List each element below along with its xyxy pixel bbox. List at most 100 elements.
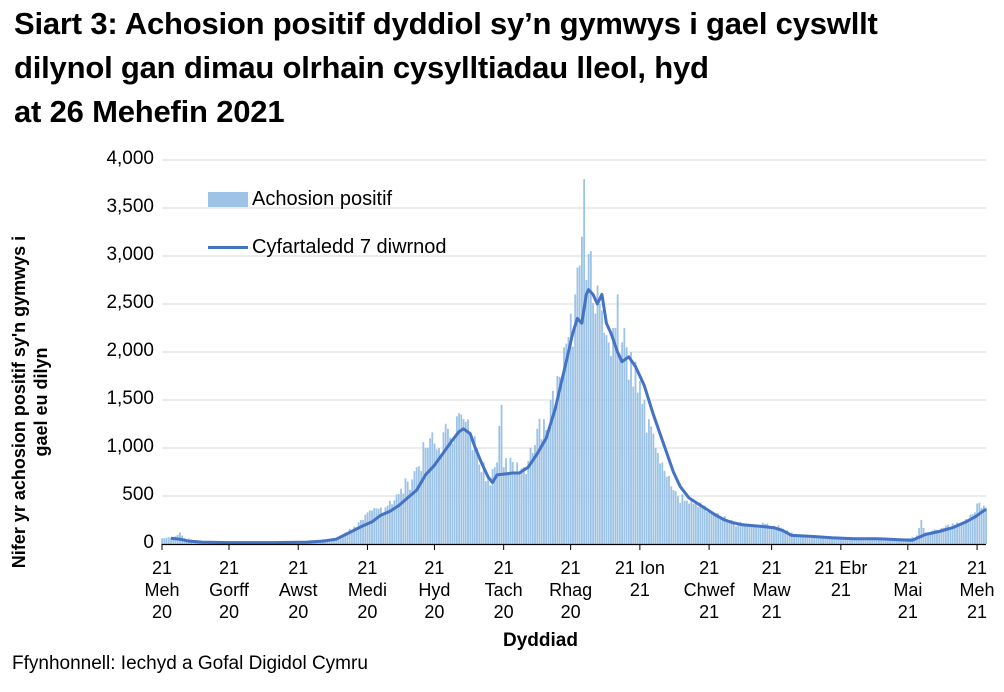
daily-bar (976, 503, 979, 544)
daily-bar (594, 313, 597, 544)
daily-bar (672, 489, 675, 544)
daily-bar (732, 523, 735, 544)
daily-bar (344, 532, 347, 544)
daily-bar (627, 379, 630, 544)
daily-bar (978, 502, 981, 544)
daily-bar (560, 384, 563, 544)
daily-bar (652, 433, 655, 544)
y-tick-label: 2,500 (106, 292, 154, 313)
daily-bar (489, 485, 492, 544)
daily-bar (929, 532, 932, 544)
daily-bar (815, 537, 818, 544)
x-tick-label: 21 Ebr 21 (814, 558, 868, 600)
legend-item-line: Cyfartaledd 7 diwrnod (208, 223, 447, 271)
daily-bar (924, 532, 927, 544)
x-axis-title: Dyddiad (503, 630, 578, 651)
daily-bar (947, 524, 950, 544)
daily-bar (880, 538, 883, 544)
daily-bar (433, 443, 436, 544)
daily-bar (735, 526, 737, 544)
daily-bar (875, 538, 878, 544)
daily-bar (677, 496, 679, 544)
daily-bar (442, 432, 445, 544)
daily-bar (647, 419, 650, 544)
daily-bar (556, 376, 559, 544)
daily-bar (377, 508, 380, 544)
daily-bar (373, 508, 376, 544)
daily-bar (625, 347, 628, 544)
daily-bar (965, 519, 967, 544)
daily-bar (703, 505, 706, 544)
daily-bar (554, 408, 557, 544)
daily-bar (643, 400, 646, 544)
daily-bar (476, 448, 478, 544)
daily-bar (840, 538, 842, 544)
daily-bar (578, 265, 581, 544)
x-tick-label: 21 Rhag 20 (549, 558, 593, 622)
daily-bar (688, 503, 691, 544)
daily-bar (797, 535, 800, 544)
daily-bar (549, 400, 552, 544)
y-tick-label: 0 (143, 532, 154, 553)
daily-bar (359, 519, 362, 544)
daily-bar (598, 304, 601, 544)
daily-bar (397, 494, 400, 544)
daily-bar (853, 538, 856, 544)
daily-bar (851, 538, 854, 544)
daily-bar (723, 516, 726, 544)
daily-bar (569, 313, 572, 544)
daily-bar (496, 462, 498, 544)
daily-bar (953, 524, 956, 544)
daily-bar (748, 526, 751, 544)
daily-bar (538, 418, 541, 544)
daily-bar (864, 538, 867, 544)
daily-bar (833, 537, 836, 544)
daily-bar (574, 294, 577, 544)
daily-bar (337, 537, 340, 544)
daily-bar (795, 534, 798, 544)
daily-bar (730, 520, 733, 544)
daily-bar (581, 236, 583, 545)
daily-bar (558, 376, 561, 544)
daily-bar (415, 467, 418, 544)
daily-bar (473, 436, 476, 544)
y-tick-label: 4,000 (106, 148, 154, 169)
daily-bar (525, 474, 528, 544)
daily-bar (516, 462, 519, 544)
daily-bar (799, 535, 802, 544)
daily-bar (701, 507, 704, 544)
daily-bar (813, 536, 816, 544)
daily-bar (391, 504, 394, 544)
daily-bar (755, 525, 758, 544)
daily-bar (808, 536, 811, 544)
daily-bar (846, 538, 849, 544)
daily-bar (661, 462, 664, 544)
daily-bar (402, 493, 405, 544)
daily-bar (665, 476, 668, 544)
daily-bar (529, 448, 532, 544)
daily-bar (605, 335, 608, 544)
daily-bar (612, 328, 615, 544)
daily-bar (759, 525, 762, 544)
daily-bar (632, 386, 635, 544)
daily-bar (589, 251, 592, 544)
daily-bar (623, 328, 626, 544)
daily-bar (670, 486, 673, 544)
daily-bar (726, 519, 728, 544)
daily-bar (681, 494, 684, 544)
x-tick-label: 21 Gorff 20 (209, 558, 249, 622)
daily-bar (342, 534, 344, 544)
daily-bar (333, 538, 335, 544)
daily-bar (596, 285, 599, 544)
daily-bar (393, 500, 396, 544)
daily-bar (520, 468, 523, 544)
x-tick-label: 21 Awst 20 (278, 558, 318, 622)
daily-bar (958, 523, 961, 544)
daily-bar (784, 531, 787, 544)
legend-label-bars: Achosion positif (252, 187, 393, 210)
source-note: Ffynhonnell: Iechyd a Gofal Digidol Cymr… (12, 653, 368, 674)
daily-bar (773, 525, 775, 544)
daily-bar (386, 505, 389, 544)
daily-bar (411, 479, 414, 544)
daily-bar (893, 539, 896, 544)
